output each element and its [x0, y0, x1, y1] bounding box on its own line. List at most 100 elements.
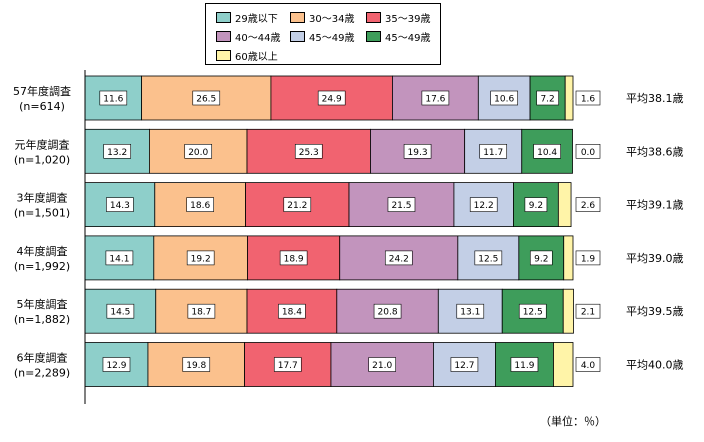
value-label-box — [479, 144, 508, 159]
value-label-box — [524, 197, 548, 212]
legend: 29歳以下 30～34歳 35～39歳 40～44歳 45～49歳 45～49歳… — [205, 3, 441, 65]
legend-item: 45～49歳 — [290, 29, 354, 44]
value-label: 11.6 — [103, 95, 123, 105]
value-label-box — [105, 250, 134, 266]
value-label-box — [421, 90, 450, 106]
value-label: 17.7 — [278, 361, 298, 371]
value-label-box — [575, 197, 601, 212]
value-label: 26.5 — [196, 95, 216, 105]
legend-item: 29歳以下 — [216, 10, 278, 25]
value-label: 14.1 — [109, 254, 129, 264]
value-label-box — [373, 303, 402, 319]
value-label-box — [510, 357, 539, 372]
value-label-box — [106, 197, 134, 212]
bar-segment — [557, 182, 572, 228]
legend-item: 35～39歳 — [366, 10, 430, 25]
category-n: (n=614) — [19, 100, 65, 113]
legend-swatch — [290, 31, 305, 42]
value-label-box — [283, 197, 312, 212]
value-label: 20.8 — [378, 308, 398, 318]
category-n: (n=2,289) — [14, 367, 70, 380]
value-label: 14.3 — [110, 201, 130, 211]
value-label: 24.2 — [389, 254, 409, 264]
legend-swatch — [216, 31, 231, 42]
bar-segment — [563, 235, 574, 281]
bar-segment — [564, 75, 574, 121]
category-average: 平均39.0歳 — [626, 252, 684, 265]
value-label-box — [184, 144, 213, 159]
value-label-box — [518, 303, 547, 319]
value-label: 12.5 — [478, 254, 498, 264]
value-label: 24.9 — [322, 95, 342, 105]
value-label-box — [273, 357, 302, 372]
legend-swatch — [366, 12, 381, 23]
legend-item: 60歳以上 — [216, 48, 278, 63]
legend-swatch — [290, 12, 305, 23]
value-label-box — [536, 90, 559, 106]
value-label: 12.7 — [454, 361, 474, 371]
value-label-box — [533, 144, 561, 159]
value-label: 18.6 — [190, 201, 210, 211]
value-label: 19.3 — [408, 148, 428, 158]
category-title: 元年度調査 — [15, 137, 70, 151]
value-label-box — [368, 357, 396, 372]
category-n: (n=1,501) — [14, 207, 70, 220]
value-label-box — [103, 144, 132, 159]
legend-item: 30～34歳 — [290, 10, 354, 25]
value-label: 18.9 — [284, 254, 304, 264]
category-average: 平均38.6歳 — [626, 145, 684, 158]
legend-item: 45～49歳 — [366, 29, 430, 44]
value-label: 13.1 — [460, 308, 480, 318]
value-label: 1.9 — [581, 254, 596, 264]
value-label: 25.3 — [299, 148, 319, 158]
value-label: 14.5 — [110, 308, 130, 318]
value-label-box — [186, 197, 214, 212]
value-label: 18.7 — [191, 308, 211, 318]
value-label-box — [403, 144, 432, 159]
category-average: 平均39.5歳 — [626, 305, 684, 318]
category-title: 5年度調査 — [17, 297, 68, 311]
value-label-box — [469, 197, 498, 212]
value-label-box — [99, 90, 128, 106]
value-label: 18.4 — [282, 308, 302, 318]
legend-swatch — [366, 31, 381, 42]
value-label-box — [384, 250, 413, 266]
value-label: 21.2 — [287, 201, 307, 211]
value-label: 12.9 — [106, 361, 126, 371]
value-label-box — [187, 303, 216, 319]
value-label-box — [456, 303, 485, 319]
value-label-box — [575, 303, 601, 319]
value-label: 19.8 — [186, 361, 206, 371]
value-label-box — [450, 357, 479, 372]
value-label-box — [106, 303, 135, 319]
value-label-box — [575, 357, 601, 372]
value-label-box — [294, 144, 323, 159]
legend-label: 35～39歳 — [385, 14, 431, 25]
value-label: 7.2 — [540, 95, 554, 105]
legend-swatch — [216, 50, 231, 61]
legend-label: 30～34歳 — [309, 14, 355, 25]
legend-label: 45～49歳 — [385, 33, 431, 44]
bar-segment — [562, 288, 574, 334]
category-average: 平均38.1歳 — [626, 92, 684, 105]
legend-swatch — [216, 12, 231, 23]
value-label: 11.7 — [483, 148, 503, 158]
legend-label: 60歳以上 — [235, 52, 278, 63]
bar-segment — [330, 342, 434, 387]
value-label: 2.1 — [581, 308, 595, 318]
value-label: 1.6 — [581, 95, 596, 105]
value-label: 9.2 — [534, 254, 548, 264]
value-label: 11.9 — [514, 361, 534, 371]
value-label-box — [575, 250, 601, 266]
value-label: 21.0 — [372, 361, 392, 371]
legend-label: 29歳以下 — [235, 14, 278, 25]
value-label-box — [182, 357, 211, 372]
value-label: 2.6 — [581, 201, 596, 211]
value-label: 17.6 — [425, 95, 445, 105]
value-label: 9.2 — [529, 201, 543, 211]
bar-segment — [553, 342, 574, 387]
value-label: 12.2 — [474, 201, 494, 211]
value-label-box — [490, 90, 518, 106]
unit-note: （単位：％） — [540, 415, 606, 428]
